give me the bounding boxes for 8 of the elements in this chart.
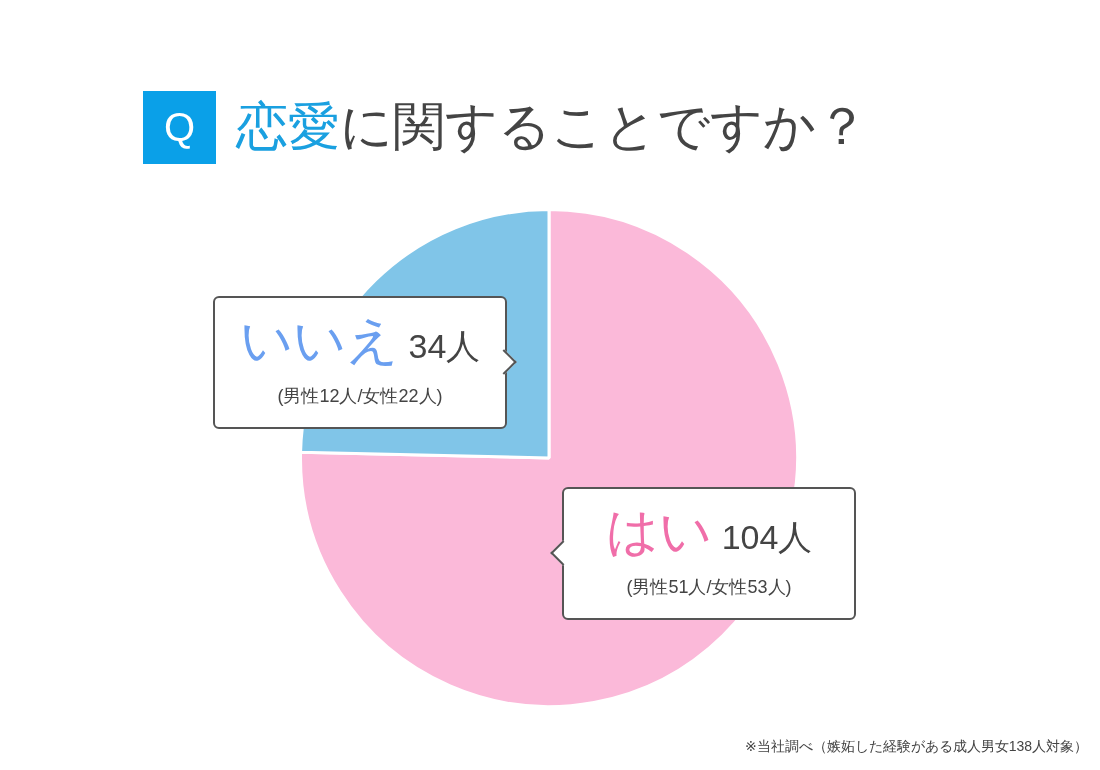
slice-label: いいえ [239, 311, 399, 369]
data-label: 104人 [721, 518, 813, 556]
text: (男性12人/女性22人) [276, 385, 444, 408]
chart-title: Q 恋愛に関することですか？ [162, 96, 868, 157]
data-label: 34人 [408, 327, 481, 365]
text: ※当社調べ（嫉妬した経験がある成人男女138人対象） [744, 738, 1088, 756]
slice-label: はい [605, 502, 712, 560]
text: (男性51人/女性53人) [625, 576, 793, 599]
